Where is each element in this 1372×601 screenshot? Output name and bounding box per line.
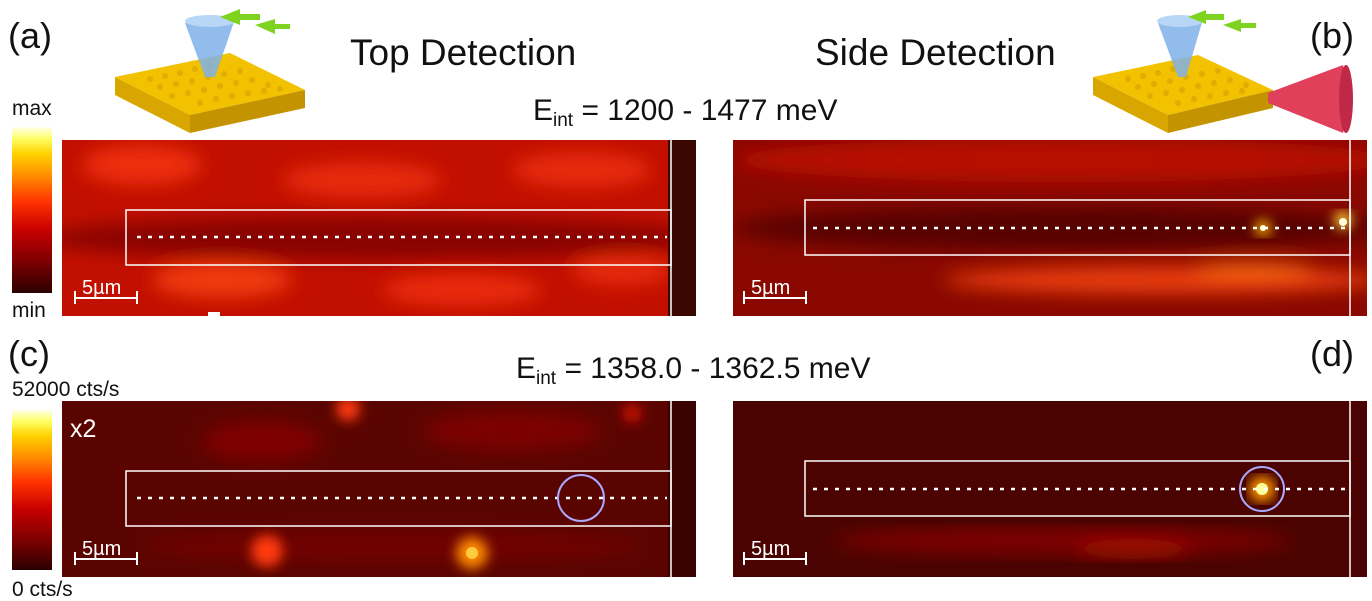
scale-bar-label-b: 5µm — [751, 277, 791, 299]
panel-label-a: (a) — [8, 15, 52, 56]
panel-label-b: (b) — [1310, 15, 1354, 56]
colorbar-normalized — [12, 127, 52, 293]
map-panel-d: 5µm — [733, 401, 1367, 577]
scale-bar-label-a: 5µm — [82, 277, 122, 299]
colorbar-min-label: min — [12, 299, 46, 322]
panel-label-d: (d) — [1310, 333, 1354, 374]
multiplier-label: x2 — [70, 415, 97, 443]
top-detection-title: Top Detection — [350, 32, 577, 73]
side-detection-schematic — [1093, 10, 1353, 133]
energy-range-narrow: Eint = 1358.0 - 1362.5 meV — [516, 352, 871, 389]
colorbar-max-label: max — [12, 97, 52, 120]
colorbar-counts-max-label: 52000 cts/s — [12, 378, 120, 401]
white-marker — [208, 312, 220, 317]
energy-range-broad: Eint = 1200 - 1477 meV — [533, 94, 838, 131]
top-detection-schematic — [115, 9, 305, 133]
map-panel-c: x2 5µm — [62, 401, 696, 577]
scale-bar-label-d: 5µm — [751, 538, 791, 560]
colorbar-counts-min-label: 0 cts/s — [12, 578, 73, 601]
panel-label-c: (c) — [8, 333, 50, 374]
map-panel-b: 5µm — [733, 140, 1367, 316]
scale-bar-label-c: 5µm — [82, 538, 122, 560]
map-panel-a: 5µm — [62, 140, 696, 316]
colorbar-counts — [12, 410, 52, 570]
side-detection-title: Side Detection — [815, 32, 1056, 73]
